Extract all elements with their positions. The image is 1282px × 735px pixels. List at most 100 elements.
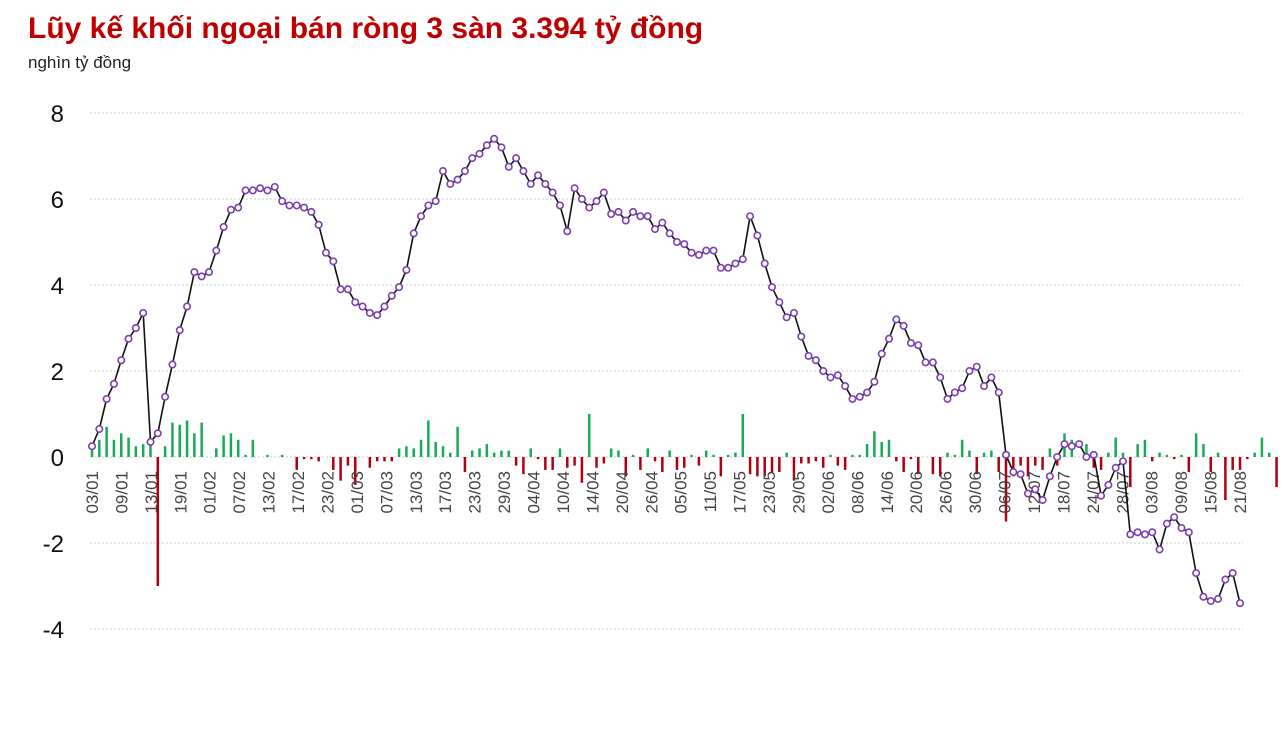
line-point	[1206, 597, 1215, 606]
line-point	[1148, 528, 1157, 537]
line-point	[899, 321, 908, 330]
line-point	[636, 212, 645, 221]
line-point	[592, 197, 601, 206]
y-tick-label: 6	[51, 187, 64, 214]
line-point	[124, 334, 133, 343]
x-tick-label: 01/03	[348, 471, 367, 514]
line-point	[102, 394, 111, 403]
x-tick-label: 23/03	[466, 471, 485, 514]
bar	[609, 448, 613, 457]
line-point	[204, 268, 213, 277]
line-point	[980, 382, 989, 391]
bar	[112, 439, 116, 457]
bar	[873, 431, 876, 457]
bar	[280, 454, 284, 457]
line-point	[1221, 575, 1230, 584]
line-point	[731, 259, 740, 268]
bar	[1026, 457, 1030, 477]
line-point	[336, 285, 345, 294]
x-tick-label: 20/04	[613, 471, 632, 514]
bar	[1267, 452, 1271, 457]
line-point	[1119, 457, 1128, 466]
line-point	[358, 302, 367, 311]
line-point	[804, 351, 813, 360]
x-tick-label: 21/08	[1231, 471, 1250, 514]
bar	[375, 457, 379, 462]
x-tick-label: 08/06	[848, 471, 867, 514]
x-tick-label: 13/02	[260, 471, 279, 514]
line-point	[672, 238, 681, 247]
bar	[1202, 444, 1205, 457]
line-point	[417, 212, 426, 221]
bar	[887, 439, 891, 457]
line-point	[95, 425, 104, 434]
x-tick-label: 07/02	[230, 471, 249, 514]
bar	[646, 448, 649, 457]
line-point	[614, 207, 623, 216]
x-tick-label: 06/07	[996, 471, 1015, 514]
line-point	[724, 263, 733, 272]
x-tick-label: 11/05	[701, 471, 720, 512]
line-point	[987, 373, 996, 382]
bar	[456, 426, 459, 457]
line-point	[760, 259, 769, 268]
bar	[405, 446, 408, 457]
bar	[1180, 454, 1183, 457]
y-axis: -4 -2 0 2 4 6 8	[43, 101, 64, 644]
bar	[975, 457, 979, 475]
bar	[397, 448, 401, 457]
line-point	[994, 388, 1003, 397]
bar	[1253, 452, 1256, 457]
bar	[1004, 457, 1008, 522]
bar	[953, 454, 957, 457]
line-point	[534, 171, 543, 180]
line-point	[1016, 470, 1025, 479]
line-point	[219, 222, 228, 231]
line-point	[841, 382, 850, 391]
bar	[127, 437, 130, 457]
line-point	[877, 349, 886, 358]
line-point	[928, 358, 937, 367]
bar	[587, 414, 591, 457]
bar	[631, 454, 635, 457]
bar	[1034, 457, 1037, 466]
line-point	[1053, 452, 1062, 461]
bar	[712, 454, 715, 457]
bar	[1151, 457, 1154, 462]
bar	[1129, 457, 1132, 488]
chart-title: Lũy kế khối ngoại bán ròng 3 sàn 3.394 t…	[28, 12, 704, 45]
bar	[763, 457, 766, 477]
x-tick-label: 29/05	[789, 471, 808, 514]
line-point	[1170, 513, 1179, 522]
bar	[449, 452, 452, 457]
bar	[668, 450, 671, 457]
line-point	[482, 141, 491, 150]
bar	[419, 439, 423, 457]
line-point	[424, 201, 433, 210]
line-point	[117, 356, 126, 365]
bar	[500, 450, 503, 457]
x-axis: 03/01 09/01 13/01 19/01 01/02 07/02 13/02 17/02…	[83, 471, 1250, 514]
bar	[1048, 448, 1052, 457]
line-point	[665, 229, 674, 238]
bar	[119, 433, 123, 457]
bar	[266, 454, 269, 457]
line-point	[146, 437, 155, 446]
line-point	[1031, 485, 1040, 494]
bar	[1194, 433, 1198, 457]
bar	[800, 457, 803, 464]
line-point	[943, 394, 952, 403]
bar	[368, 457, 372, 468]
bar	[1019, 457, 1022, 466]
x-tick-label: 01/02	[201, 471, 220, 514]
bar	[1143, 439, 1147, 457]
y-tick-label: 0	[51, 445, 64, 472]
bar	[617, 450, 620, 457]
line-point	[256, 184, 265, 193]
line-point	[139, 308, 148, 317]
bar	[748, 457, 752, 475]
bar	[1260, 437, 1264, 457]
bar	[580, 457, 584, 483]
line-point	[863, 388, 872, 397]
